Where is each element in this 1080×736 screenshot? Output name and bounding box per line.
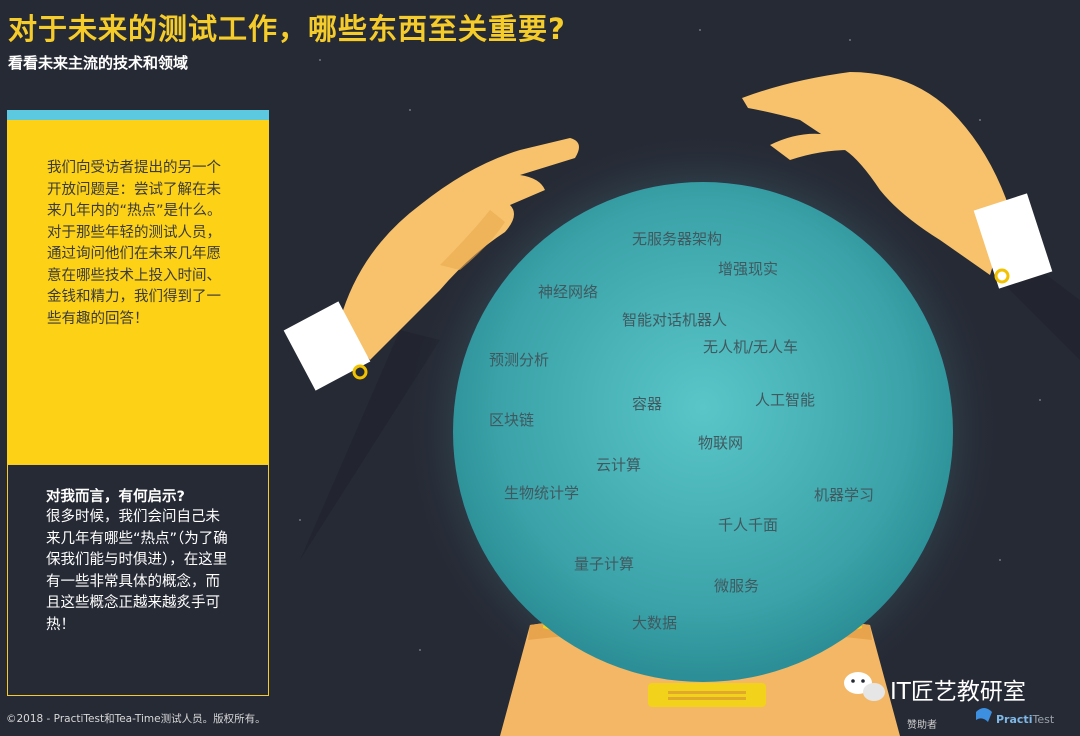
keyword-quantum: 量子计算 <box>574 555 635 573</box>
keyword-neural-network: 神经网络 <box>538 283 599 301</box>
keyword-biometrics: 生物统计学 <box>504 484 580 502</box>
keyword-blockchain: 区块链 <box>489 411 535 429</box>
brand-name: IT匠艺教研室 <box>890 679 1026 705</box>
light-beam-left <box>300 330 440 560</box>
page-subtitle: 看看未来主流的技术和领域 <box>8 54 189 72</box>
card-top-strip <box>7 110 269 120</box>
intro-text: 我们向受访者提出的另一个开放问题是：尝试了解在未来几年内的“热点”是什么。对于那… <box>47 160 222 327</box>
keyword-microservices: 微服务 <box>714 577 760 595</box>
logo-sub: Test <box>1032 713 1055 726</box>
right-hand <box>742 72 1053 289</box>
keyword-personalization: 千人千面 <box>718 516 779 534</box>
stand-plaque-line <box>668 691 746 694</box>
keyword-containers: 容器 <box>632 395 663 413</box>
keyword-ai: 人工智能 <box>755 391 816 409</box>
left-hand <box>283 138 579 391</box>
keyword-serverless: 无服务器架构 <box>632 230 723 248</box>
keyword-big-data: 大数据 <box>632 614 678 632</box>
stand-plaque-line <box>668 697 746 700</box>
practitest-logo-icon <box>976 708 992 722</box>
copyright-text: ©2018 - PractiTest和Tea-Time测试人员。版权所有。 <box>6 713 266 725</box>
sponsor-label: 赞助者 <box>907 720 937 731</box>
logo-main: Practi <box>996 713 1033 726</box>
stand-plaque <box>648 683 766 707</box>
keyword-machine-learning: 机器学习 <box>814 486 875 504</box>
keyword-ar: 增强现实 <box>718 260 779 278</box>
keyword-predictive-analytics: 预测分析 <box>489 351 550 369</box>
keyword-drones: 无人机/无人车 <box>703 338 799 356</box>
wechat-icon <box>844 672 885 701</box>
crystal-ball <box>453 182 953 682</box>
intro-card: 我们向受访者提出的另一个开放问题是：尝试了解在未来几年内的“热点”是什么。对于那… <box>7 120 269 464</box>
insight-heading: 对我而言，有何启示? <box>46 489 185 505</box>
insight-text: 很多时候，我们会问自己未来几年有哪些“热点”（为了确保我们能与时俱进），在这里有… <box>46 509 228 633</box>
page-title: 对于未来的测试工作，哪些东西至关重要? <box>8 12 566 46</box>
insight-card: 对我而言，有何启示? 很多时候，我们会问自己未来几年有哪些“热点”（为了确保我们… <box>7 464 269 696</box>
keyword-iot: 物联网 <box>698 434 744 452</box>
stars-decoration <box>299 29 1041 651</box>
keyword-chatbot: 智能对话机器人 <box>622 311 728 329</box>
practitest-logo: PractiTest <box>996 713 1054 726</box>
keyword-cloud: 云计算 <box>596 456 642 474</box>
